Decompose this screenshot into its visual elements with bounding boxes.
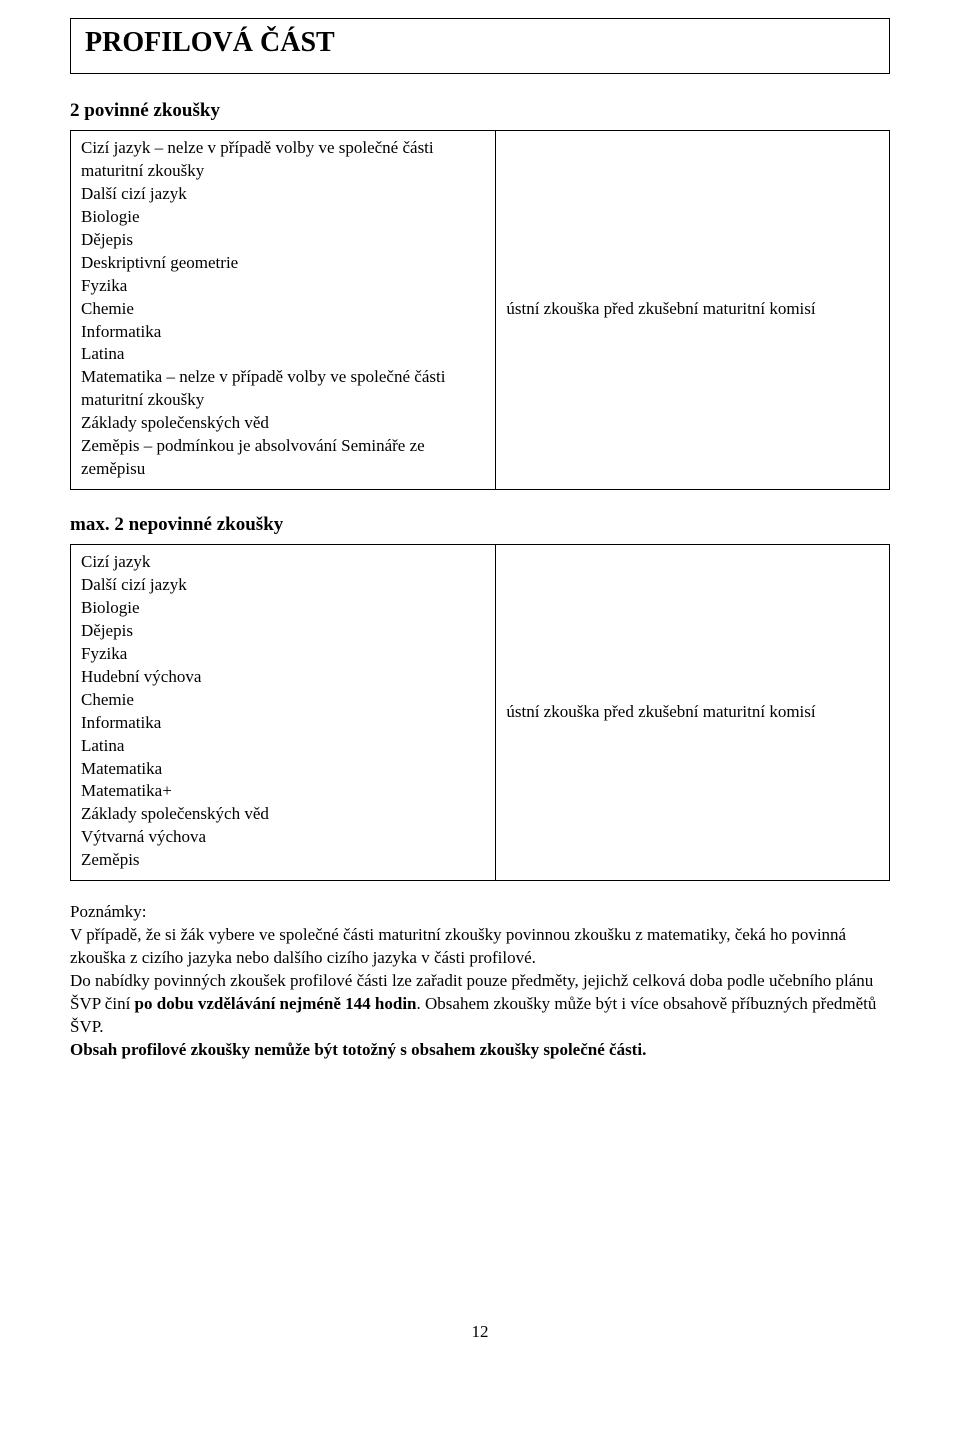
list-item: Zeměpis <box>81 849 485 872</box>
list-item: Matematika+ <box>81 780 485 803</box>
list-item: Biologie <box>81 206 485 229</box>
notes-para3: Obsah profilové zkoušky nemůže být totož… <box>70 1039 890 1062</box>
list-item: Informatika <box>81 712 485 735</box>
list-item: Deskriptivní geometrie <box>81 252 485 275</box>
list-item: Fyzika <box>81 643 485 666</box>
title-box: PROFILOVÁ ČÁST <box>70 18 890 74</box>
page-title: PROFILOVÁ ČÁST <box>85 27 875 59</box>
list-item: Chemie <box>81 689 485 712</box>
notes-label: Poznámky: <box>70 901 890 924</box>
section2-heading: max. 2 nepovinné zkoušky <box>70 514 890 536</box>
list-item: Latina <box>81 343 485 366</box>
list-item: Dějepis <box>81 620 485 643</box>
notes-block: Poznámky: V případě, že si žák vybere ve… <box>70 901 890 1062</box>
notes-para1: V případě, že si žák vybere ve společné … <box>70 924 890 970</box>
list-item: Hudební výchova <box>81 666 485 689</box>
list-item: Latina <box>81 735 485 758</box>
list-item: Dějepis <box>81 229 485 252</box>
list-item: Další cizí jazyk <box>81 183 485 206</box>
list-item: Výtvarná výchova <box>81 826 485 849</box>
section1-right-text: ústní zkouška před zkušební maturitní ko… <box>506 299 815 319</box>
list-item: Matematika – nelze v případě volby ve sp… <box>81 366 485 412</box>
section1-right-cell: ústní zkouška před zkušební maturitní ko… <box>496 131 889 489</box>
notes-para2-bold: po dobu vzdělávání nejméně 144 hodin <box>135 994 417 1013</box>
section1-left-cell: Cizí jazyk – nelze v případě volby ve sp… <box>71 131 496 489</box>
section2-left-cell: Cizí jazyk Další cizí jazyk Biologie Děj… <box>71 545 496 880</box>
section2-right-cell: ústní zkouška před zkušební maturitní ko… <box>496 545 889 880</box>
list-item: Informatika <box>81 321 485 344</box>
list-item: Cizí jazyk <box>81 551 485 574</box>
list-item: Základy společenských věd <box>81 412 485 435</box>
page: PROFILOVÁ ČÁST 2 povinné zkoušky Cizí ja… <box>0 0 960 1382</box>
list-item: Další cizí jazyk <box>81 574 485 597</box>
list-item: Zeměpis – podmínkou je absolvování Semin… <box>81 435 485 481</box>
list-item: Chemie <box>81 298 485 321</box>
list-item: Matematika <box>81 758 485 781</box>
list-item: Fyzika <box>81 275 485 298</box>
list-item: Základy společenských věd <box>81 803 485 826</box>
section2-table: Cizí jazyk Další cizí jazyk Biologie Děj… <box>70 544 890 881</box>
notes-para2: Do nabídky povinných zkoušek profilové č… <box>70 970 890 1039</box>
list-item: Cizí jazyk – nelze v případě volby ve sp… <box>81 137 485 183</box>
section1-heading: 2 povinné zkoušky <box>70 100 890 122</box>
section1-table: Cizí jazyk – nelze v případě volby ve sp… <box>70 130 890 490</box>
page-number: 12 <box>70 1322 890 1342</box>
section2-right-text: ústní zkouška před zkušební maturitní ko… <box>506 702 815 722</box>
list-item: Biologie <box>81 597 485 620</box>
